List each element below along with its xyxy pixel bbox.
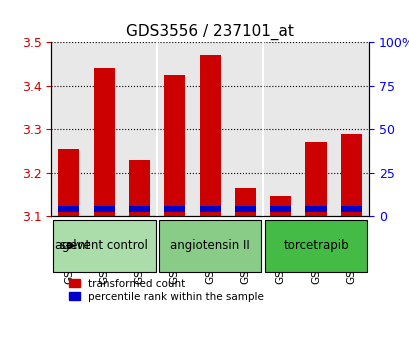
Bar <box>234 188 255 216</box>
Bar <box>270 206 291 212</box>
Bar <box>199 206 220 212</box>
Bar <box>93 69 115 216</box>
Bar <box>234 206 255 212</box>
Bar <box>128 160 150 216</box>
Bar <box>340 133 361 216</box>
Text: agent: agent <box>54 239 90 252</box>
Title: GDS3556 / 237101_at: GDS3556 / 237101_at <box>126 23 293 40</box>
Bar <box>58 149 79 216</box>
Text: angiotensin II: angiotensin II <box>170 239 249 252</box>
FancyBboxPatch shape <box>53 220 155 273</box>
Bar <box>93 206 115 212</box>
Text: solvent control: solvent control <box>60 239 148 252</box>
Bar <box>128 206 150 212</box>
FancyBboxPatch shape <box>158 220 261 273</box>
Bar <box>199 56 220 216</box>
FancyBboxPatch shape <box>264 220 366 273</box>
Bar <box>58 206 79 212</box>
Bar <box>305 142 326 216</box>
Legend: transformed count, percentile rank within the sample: transformed count, percentile rank withi… <box>69 279 263 302</box>
Bar <box>164 75 185 216</box>
Bar <box>270 196 291 216</box>
Text: torcetrapib: torcetrapib <box>283 239 348 252</box>
Bar <box>340 206 361 212</box>
Bar <box>305 206 326 212</box>
Bar <box>164 206 185 212</box>
